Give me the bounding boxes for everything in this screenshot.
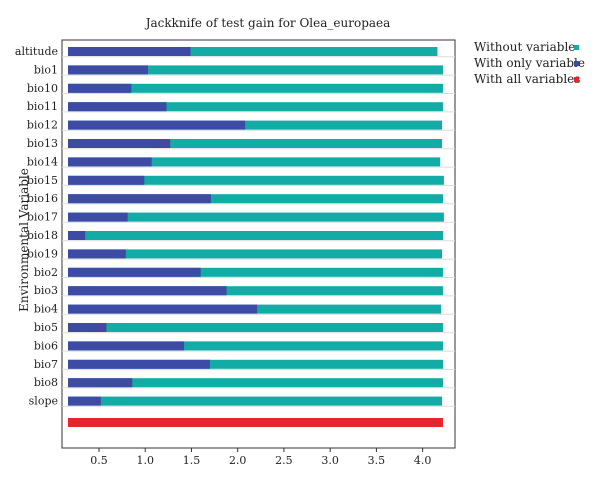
bar-without-bio1 bbox=[68, 65, 443, 75]
x-tick-label: 4.0 bbox=[414, 454, 432, 467]
bar-only-bio6 bbox=[68, 341, 185, 351]
tick-label-altitude: altitude bbox=[15, 45, 58, 58]
x-tick-label: 3.0 bbox=[321, 454, 339, 467]
tick-label-bio5: bio5 bbox=[34, 321, 58, 334]
tick-label-bio6: bio6 bbox=[34, 339, 58, 352]
bar-without-bio6 bbox=[68, 341, 443, 351]
bar-without-bio12 bbox=[68, 120, 443, 130]
legend-swatch bbox=[574, 45, 579, 50]
tick-label-bio4: bio4 bbox=[34, 303, 58, 316]
tick-label-bio15: bio15 bbox=[27, 174, 58, 187]
bar-without-bio5 bbox=[68, 323, 443, 332]
bar-only-bio8 bbox=[68, 378, 133, 388]
tick-label-bio8: bio8 bbox=[34, 376, 58, 389]
bar-only-bio13 bbox=[68, 139, 171, 148]
x-tick-label: 1.0 bbox=[136, 454, 154, 467]
tick-label-bio17: bio17 bbox=[27, 211, 58, 224]
bar-only-bio16 bbox=[68, 194, 211, 204]
bar-without-bio7 bbox=[68, 359, 443, 369]
bar-without-slope bbox=[68, 396, 443, 406]
y-axis-label: Environmental Variable bbox=[17, 168, 31, 312]
bar-without-bio18 bbox=[68, 231, 443, 240]
bar-without-bio3 bbox=[68, 286, 443, 296]
tick-label-bio13: bio13 bbox=[27, 137, 58, 150]
bar-without-bio15 bbox=[68, 175, 444, 185]
legend-label: With all variables bbox=[474, 72, 580, 86]
x-tick-label: 2.0 bbox=[229, 454, 247, 467]
tick-label-bio1: bio1 bbox=[34, 63, 58, 76]
x-tick-label: 2.5 bbox=[275, 454, 293, 467]
bar-only-bio3 bbox=[68, 286, 227, 296]
tick-label-bio2: bio2 bbox=[34, 266, 58, 279]
legend-label: With only variable bbox=[474, 56, 585, 70]
bar-only-bio2 bbox=[68, 267, 201, 277]
bar-without-bio8 bbox=[68, 378, 443, 388]
bar-only-bio19 bbox=[68, 249, 126, 259]
tick-label-bio7: bio7 bbox=[34, 358, 58, 371]
tick-label-bio14: bio14 bbox=[27, 155, 58, 168]
bar-only-bio7 bbox=[68, 359, 210, 369]
legend-swatch bbox=[574, 77, 579, 82]
bar-only-slope bbox=[68, 396, 101, 406]
tick-label-bio10: bio10 bbox=[27, 82, 58, 95]
bar-only-bio17 bbox=[68, 212, 128, 222]
bar-without-bio14 bbox=[68, 157, 441, 167]
bar-only-bio14 bbox=[68, 157, 152, 167]
x-tick-label: 1.5 bbox=[183, 454, 201, 467]
tick-label-bio12: bio12 bbox=[27, 119, 58, 132]
legend-swatch bbox=[574, 61, 579, 66]
bar-without-bio10 bbox=[68, 83, 443, 93]
bar-only-bio15 bbox=[68, 175, 145, 185]
bar-without-bio19 bbox=[68, 249, 443, 259]
tick-label-bio19: bio19 bbox=[27, 247, 58, 260]
tick-label-bio3: bio3 bbox=[34, 284, 58, 297]
bar-only-bio10 bbox=[68, 83, 132, 93]
x-tick-label: 0.5 bbox=[90, 454, 108, 467]
bar-only-bio1 bbox=[68, 65, 148, 75]
bar-only-bio4 bbox=[68, 304, 258, 314]
bar-only-altitude bbox=[68, 47, 191, 56]
bar-only-bio11 bbox=[68, 102, 167, 112]
bar-only-bio12 bbox=[68, 120, 246, 130]
bar-without-altitude bbox=[68, 47, 438, 56]
bar-without-bio2 bbox=[68, 267, 443, 277]
bar-all-variables bbox=[68, 418, 443, 427]
tick-label-slope: slope bbox=[29, 395, 58, 408]
tick-label-bio16: bio16 bbox=[27, 192, 58, 205]
bar-without-bio11 bbox=[68, 102, 443, 112]
bar-without-bio17 bbox=[68, 212, 444, 222]
x-tick-label: 3.5 bbox=[368, 454, 386, 467]
bar-only-bio5 bbox=[68, 323, 107, 332]
tick-label-bio11: bio11 bbox=[27, 100, 58, 113]
legend: Without variable With only variable With a… bbox=[474, 40, 585, 86]
tick-label-bio18: bio18 bbox=[27, 229, 58, 242]
chart-title: Jackknife of test gain for Olea_europaea bbox=[144, 16, 391, 30]
bar-without-bio16 bbox=[68, 194, 443, 204]
plot-area: altitude bio1 bio10 bio11 bio12 bio13 bio14 bio… bbox=[15, 39, 456, 467]
bar-only-bio18 bbox=[68, 231, 86, 240]
legend-label: Without variable bbox=[474, 40, 575, 54]
bar-without-bio13 bbox=[68, 139, 443, 148]
